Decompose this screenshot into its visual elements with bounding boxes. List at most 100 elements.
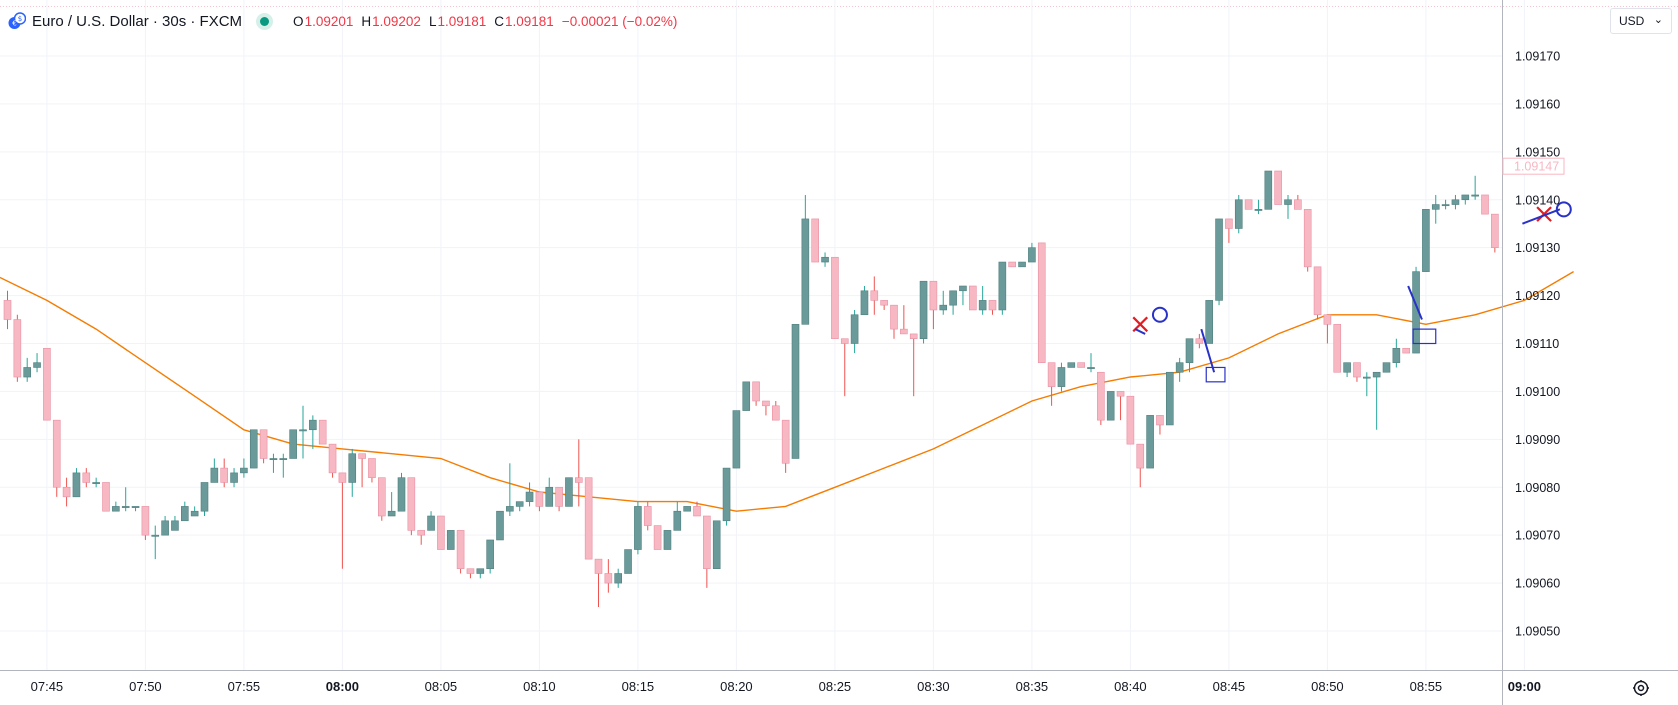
scale-settings-button[interactable] [1628,675,1654,701]
candle-body [388,511,395,516]
candle-down [1314,267,1321,320]
candle-body [664,530,671,549]
candle-body [999,262,1006,310]
candle-body [684,506,691,511]
candle-body [595,559,602,573]
candle-body [1442,205,1449,206]
candle-down [83,468,90,487]
candle-body [910,334,917,339]
candle-body [1107,391,1114,420]
candle-body [802,219,809,324]
candle-body [1225,219,1232,229]
candle-body [63,487,70,497]
candle-body [1078,363,1085,368]
candle-body [171,521,178,531]
candle-body [674,511,681,530]
currency-selector[interactable]: USD ⌄ [1610,8,1672,34]
candle-up [1373,372,1380,430]
candle-body [1265,171,1272,209]
candle-up [1186,339,1193,373]
candle-body [1088,367,1095,368]
ohlc-open: O1.09201 [293,14,353,29]
candle-up [132,506,139,511]
candle-body [1058,367,1065,386]
candle-body [822,257,829,262]
candle-body [1196,339,1203,344]
candle-down [644,502,651,531]
candle-up [1363,372,1370,396]
candle-body [1383,363,1390,373]
candle-up [516,502,523,512]
candle-body [368,459,375,478]
candle-down [812,219,819,262]
svg-text:$: $ [18,15,22,23]
candle-body [250,430,257,468]
candle-body [240,468,247,473]
candle-down [1097,372,1104,425]
candle-up [497,511,504,540]
candle-up [674,502,681,531]
candle-down [881,300,888,310]
candle-up [723,468,730,525]
candle-up [231,468,238,487]
candle-down [1048,363,1055,406]
candles-layer [4,171,1498,607]
candle-down [841,339,848,397]
candle-body [1432,205,1439,210]
candle-body [103,482,110,511]
candle-body [1186,339,1193,363]
candle-up [309,415,316,449]
candle-down [1403,348,1410,353]
candle-up [191,506,198,516]
candle-up [1176,358,1183,382]
candle-body [1462,195,1469,200]
candle-up [851,310,858,353]
candle-down [969,286,976,310]
candle-down [654,526,661,550]
candle-up [428,511,435,530]
candle-down [1038,243,1045,363]
candle-body [290,430,297,459]
candle-up [1344,363,1351,377]
symbol-title[interactable]: Euro / U.S. Dollar · 30s · FXCM [32,13,242,30]
candle-up [388,492,395,516]
candle-body [526,492,533,502]
candle-down [359,454,366,488]
x-tick-label: 07:45 [31,679,64,694]
candle-up [822,252,829,266]
candle-body [1048,363,1055,387]
candle-up [634,502,641,555]
x-tick-label: 08:25 [819,679,852,694]
circle-marker [1153,308,1167,322]
candle-body [920,281,927,339]
candle-body [1176,363,1183,373]
candle-up [861,286,868,315]
candle-down [103,482,110,511]
candle-up [1068,363,1075,368]
candle-body [359,454,366,459]
candle-down [891,305,898,339]
candle-down [703,516,710,588]
candle-up [1147,415,1154,468]
candle-body [329,444,336,473]
drawing-annotations[interactable] [1133,202,1571,382]
candle-body [1393,348,1400,362]
candle-body [762,401,769,406]
y-tick-label: 1.09120 [1515,289,1560,303]
candle-up [546,478,553,507]
candle-body [575,478,582,483]
ohlc-close: C1.09181 [494,14,554,29]
candle-up [152,526,159,560]
candle-body [339,473,346,483]
candle-body [1038,243,1045,363]
candle-down [772,401,779,420]
candle-body [1482,195,1489,214]
candle-up [565,478,572,507]
candle-body [211,468,218,482]
candle-up [171,516,178,530]
candle-body [644,506,651,525]
candle-body [969,286,976,310]
candle-up [999,262,1006,315]
candle-down [753,382,760,406]
